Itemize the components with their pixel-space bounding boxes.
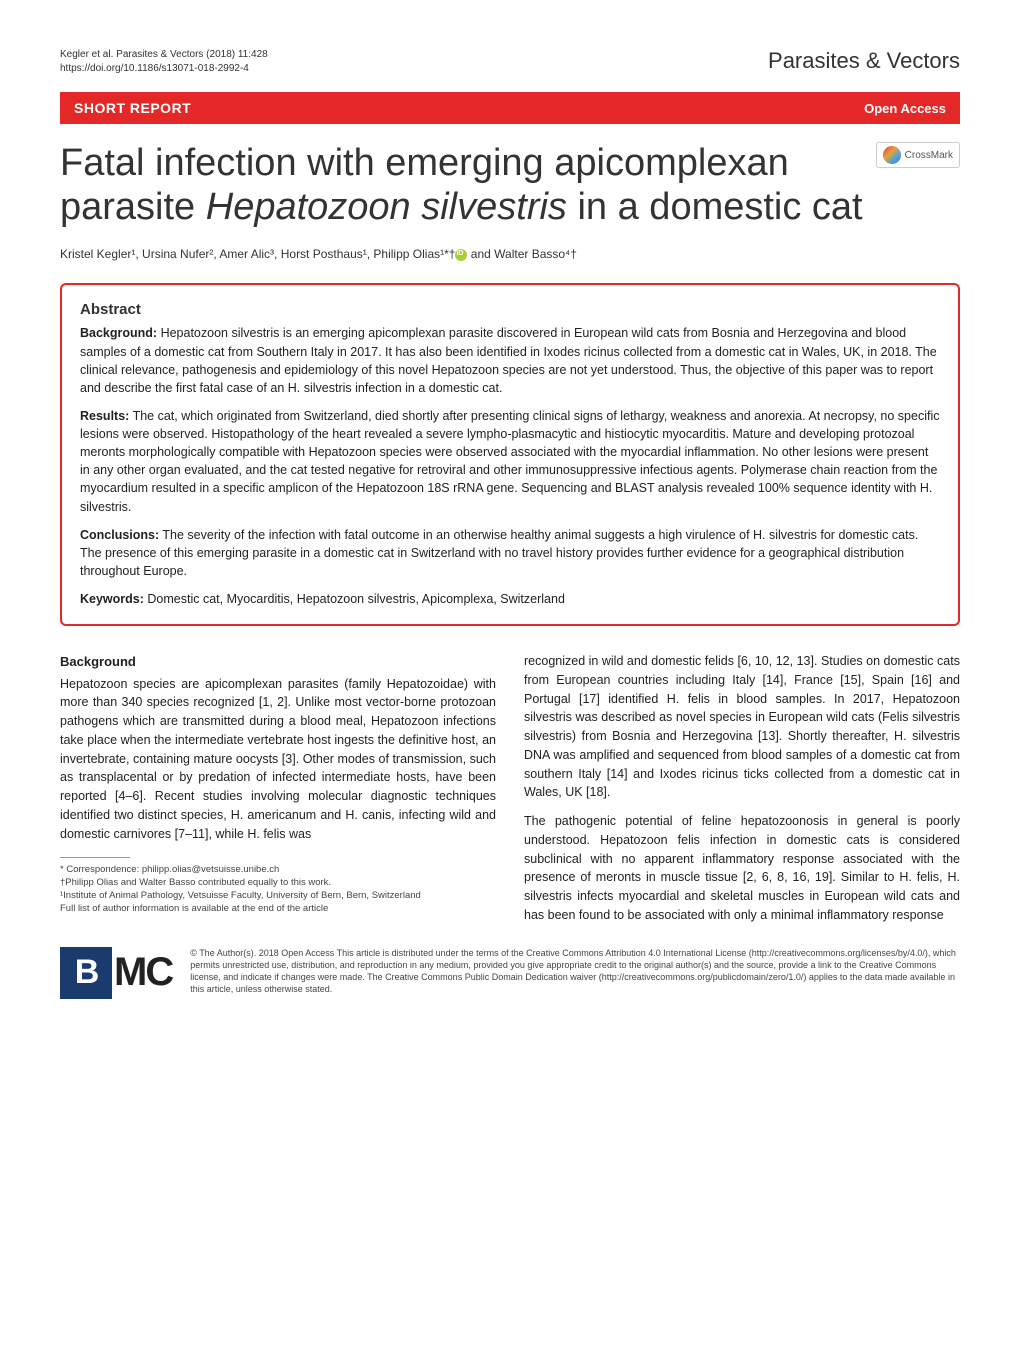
footnote-block: * Correspondence: philipp.olias@vetsuiss… — [60, 864, 496, 915]
license-text: © The Author(s). 2018 Open Access This a… — [190, 947, 960, 996]
article-type-banner: SHORT REPORT Open Access — [60, 92, 960, 124]
orcid-icon[interactable] — [455, 249, 467, 261]
article-title-block: Fatal infection with emerging apicomplex… — [60, 142, 960, 229]
body-col2-para2: The pathogenic potential of feline hepat… — [524, 812, 960, 925]
abstract-background-label: Background: — [80, 326, 157, 340]
running-header: Kegler et al. Parasites & Vectors (2018)… — [60, 48, 960, 76]
footnote-equal-contrib: †Philipp Olias and Walter Basso contribu… — [60, 877, 496, 890]
title-post: in a domestic cat — [567, 186, 863, 228]
article-type-label: SHORT REPORT — [74, 100, 191, 116]
body-col2-para1: recognized in wild and domestic felids [… — [524, 652, 960, 802]
bmc-logo-mc: MC — [114, 950, 172, 995]
citation-doi: https://doi.org/10.1186/s13071-018-2992-… — [60, 62, 268, 76]
abstract-results-label: Results: — [80, 409, 129, 423]
abstract-background-text: Hepatozoon silvestris is an emerging api… — [80, 326, 937, 394]
authors-main: Kristel Kegler¹, Ursina Nufer², Amer Ali… — [60, 247, 455, 261]
body-col-right: recognized in wild and domestic felids [… — [524, 652, 960, 925]
keywords-label: Keywords: — [80, 592, 144, 606]
abstract-conclusions: Conclusions: The severity of the infecti… — [80, 526, 940, 580]
journal-name: Parasites & Vectors — [768, 48, 960, 74]
background-section-heading: Background — [60, 652, 496, 672]
abstract-box: Abstract Background: Hepatozoon silvestr… — [60, 283, 960, 626]
crossmark-label: CrossMark — [905, 150, 953, 161]
author-list: Kristel Kegler¹, Ursina Nufer², Amer Ali… — [60, 247, 960, 261]
footnote-affiliation: ¹Institute of Animal Pathology, Vetsuiss… — [60, 890, 496, 903]
abstract-results: Results: The cat, which originated from … — [80, 407, 940, 516]
keywords-text: Domestic cat, Myocarditis, Hepatozoon si… — [144, 592, 565, 606]
abstract-keywords: Keywords: Domestic cat, Myocarditis, Hep… — [80, 590, 940, 608]
footnote-fulllist: Full list of author information is avail… — [60, 903, 496, 916]
footer-bar: BMC © The Author(s). 2018 Open Access Th… — [60, 947, 960, 999]
body-two-column: Background Hepatozoon species are apicom… — [60, 652, 960, 925]
article-title: Fatal infection with emerging apicomplex… — [60, 142, 960, 229]
crossmark-icon — [883, 146, 901, 164]
citation-line-1: Kegler et al. Parasites & Vectors (2018)… — [60, 48, 268, 62]
body-col-left: Background Hepatozoon species are apicom… — [60, 652, 496, 925]
crossmark-badge[interactable]: CrossMark — [876, 142, 960, 169]
body-col1-para1: Hepatozoon species are apicomplexan para… — [60, 675, 496, 844]
authors-tail: and Walter Basso⁴† — [467, 247, 576, 261]
citation-block: Kegler et al. Parasites & Vectors (2018)… — [60, 48, 268, 76]
abstract-heading: Abstract — [80, 301, 940, 318]
page-container: Kegler et al. Parasites & Vectors (2018)… — [0, 0, 1020, 1039]
footnote-rule — [60, 857, 130, 858]
footnote-correspondence: * Correspondence: philipp.olias@vetsuiss… — [60, 864, 496, 877]
title-species: Hepatozoon silvestris — [206, 186, 567, 228]
abstract-background: Background: Hepatozoon silvestris is an … — [80, 324, 940, 397]
bmc-logo-b: B — [60, 947, 112, 999]
abstract-conclusions-text: The severity of the infection with fatal… — [80, 528, 918, 578]
abstract-results-text: The cat, which originated from Switzerla… — [80, 409, 939, 514]
abstract-conclusions-label: Conclusions: — [80, 528, 159, 542]
open-access-label: Open Access — [864, 101, 946, 116]
bmc-logo: BMC — [60, 947, 172, 999]
